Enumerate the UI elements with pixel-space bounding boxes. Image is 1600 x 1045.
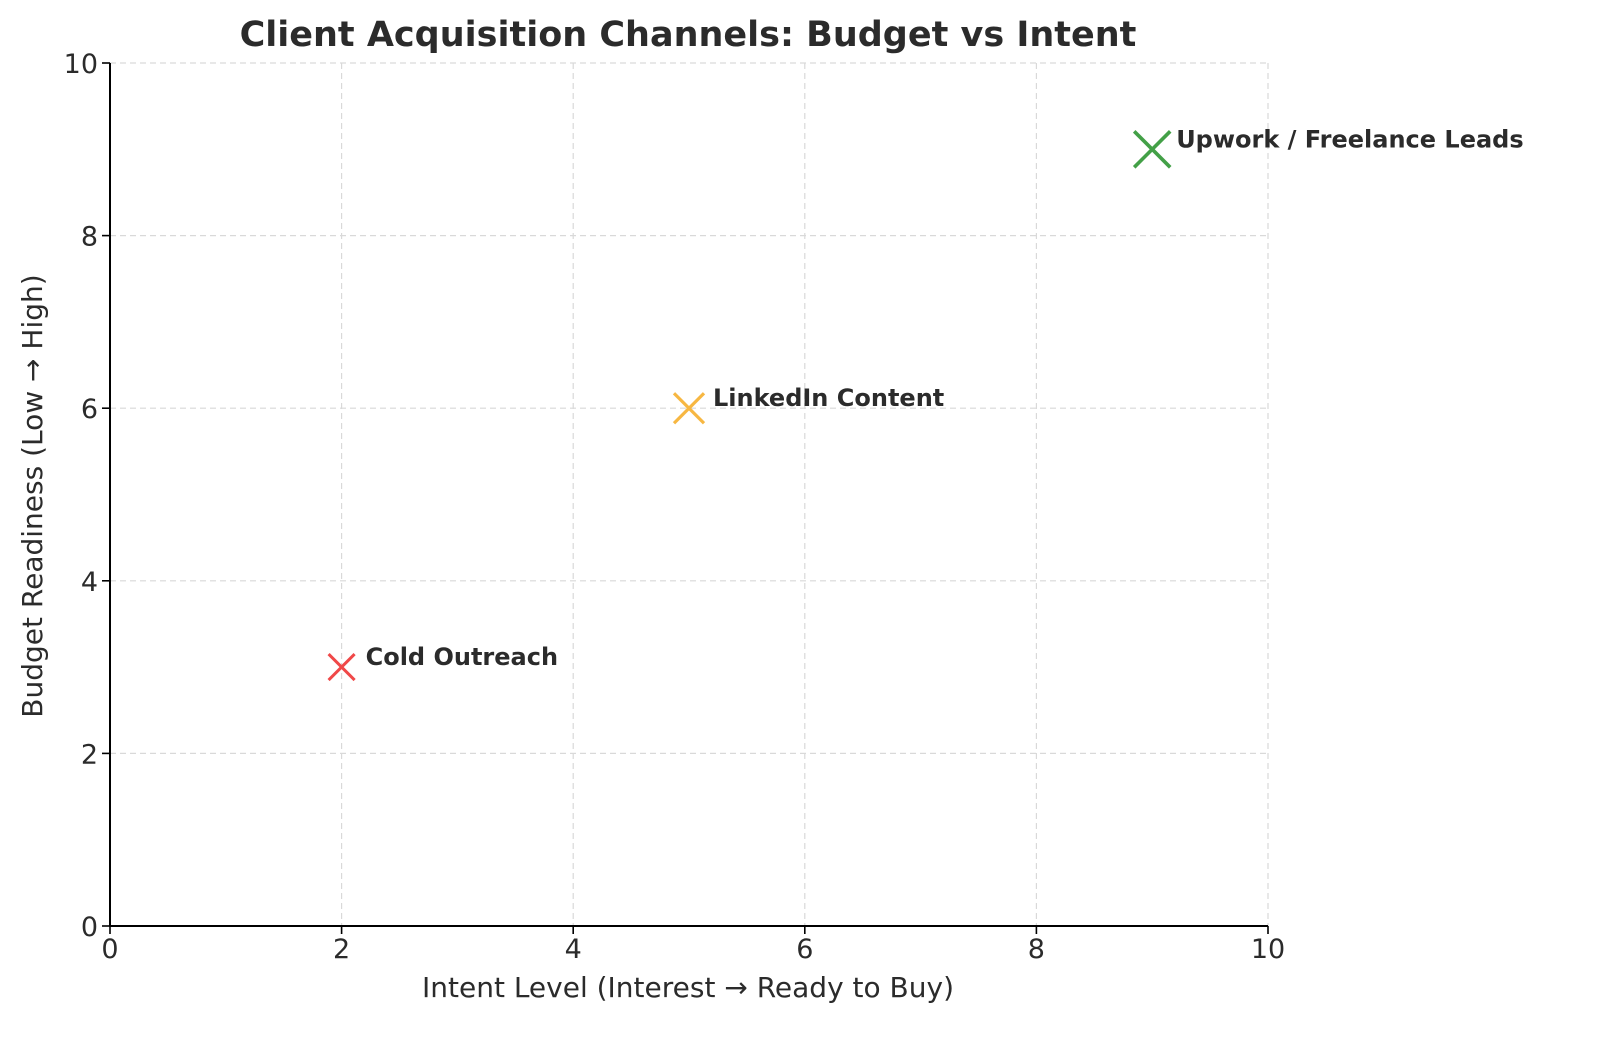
tick-labels: 0 2 4 6 8 10 0 2 4 6 8 10	[64, 49, 1286, 965]
point-labels: Cold Outreach LinkedIn Content Upwork / Fr…	[366, 125, 1524, 671]
x-tick-label: 6	[796, 934, 813, 965]
x-axis-label: Intent Level (Interest → Ready to Buy)	[422, 971, 954, 1004]
y-tick-label: 8	[81, 222, 98, 253]
x-tick-label: 8	[1028, 934, 1045, 965]
y-axis-label: Budget Readiness (Low → High)	[16, 274, 49, 717]
point-marker-stroke	[1132, 130, 1172, 169]
axes	[102, 62, 1269, 934]
data-point	[672, 392, 706, 425]
y-tick-label: 6	[81, 394, 98, 425]
y-tick-label: 10	[64, 49, 98, 80]
point-marker-stroke	[672, 392, 706, 425]
y-tick-label: 2	[81, 739, 98, 770]
x-tick-label: 0	[101, 934, 118, 965]
point-marker-stroke	[327, 653, 356, 682]
point-label: LinkedIn Content	[713, 384, 944, 412]
x-tick-label: 4	[565, 934, 582, 965]
point-label: Cold Outreach	[366, 643, 558, 671]
point-label: Upwork / Freelance Leads	[1176, 125, 1523, 153]
y-tick-label: 0	[81, 912, 98, 943]
y-tick-label: 4	[81, 567, 98, 598]
grid-lines	[109, 62, 1269, 927]
x-tick-label: 2	[333, 934, 350, 965]
data-point	[1132, 130, 1172, 169]
x-tick-label: 10	[1251, 934, 1285, 965]
chart-title: Client Acquisition Channels: Budget vs I…	[240, 15, 1137, 55]
data-points	[327, 130, 1172, 682]
data-point	[327, 653, 356, 682]
